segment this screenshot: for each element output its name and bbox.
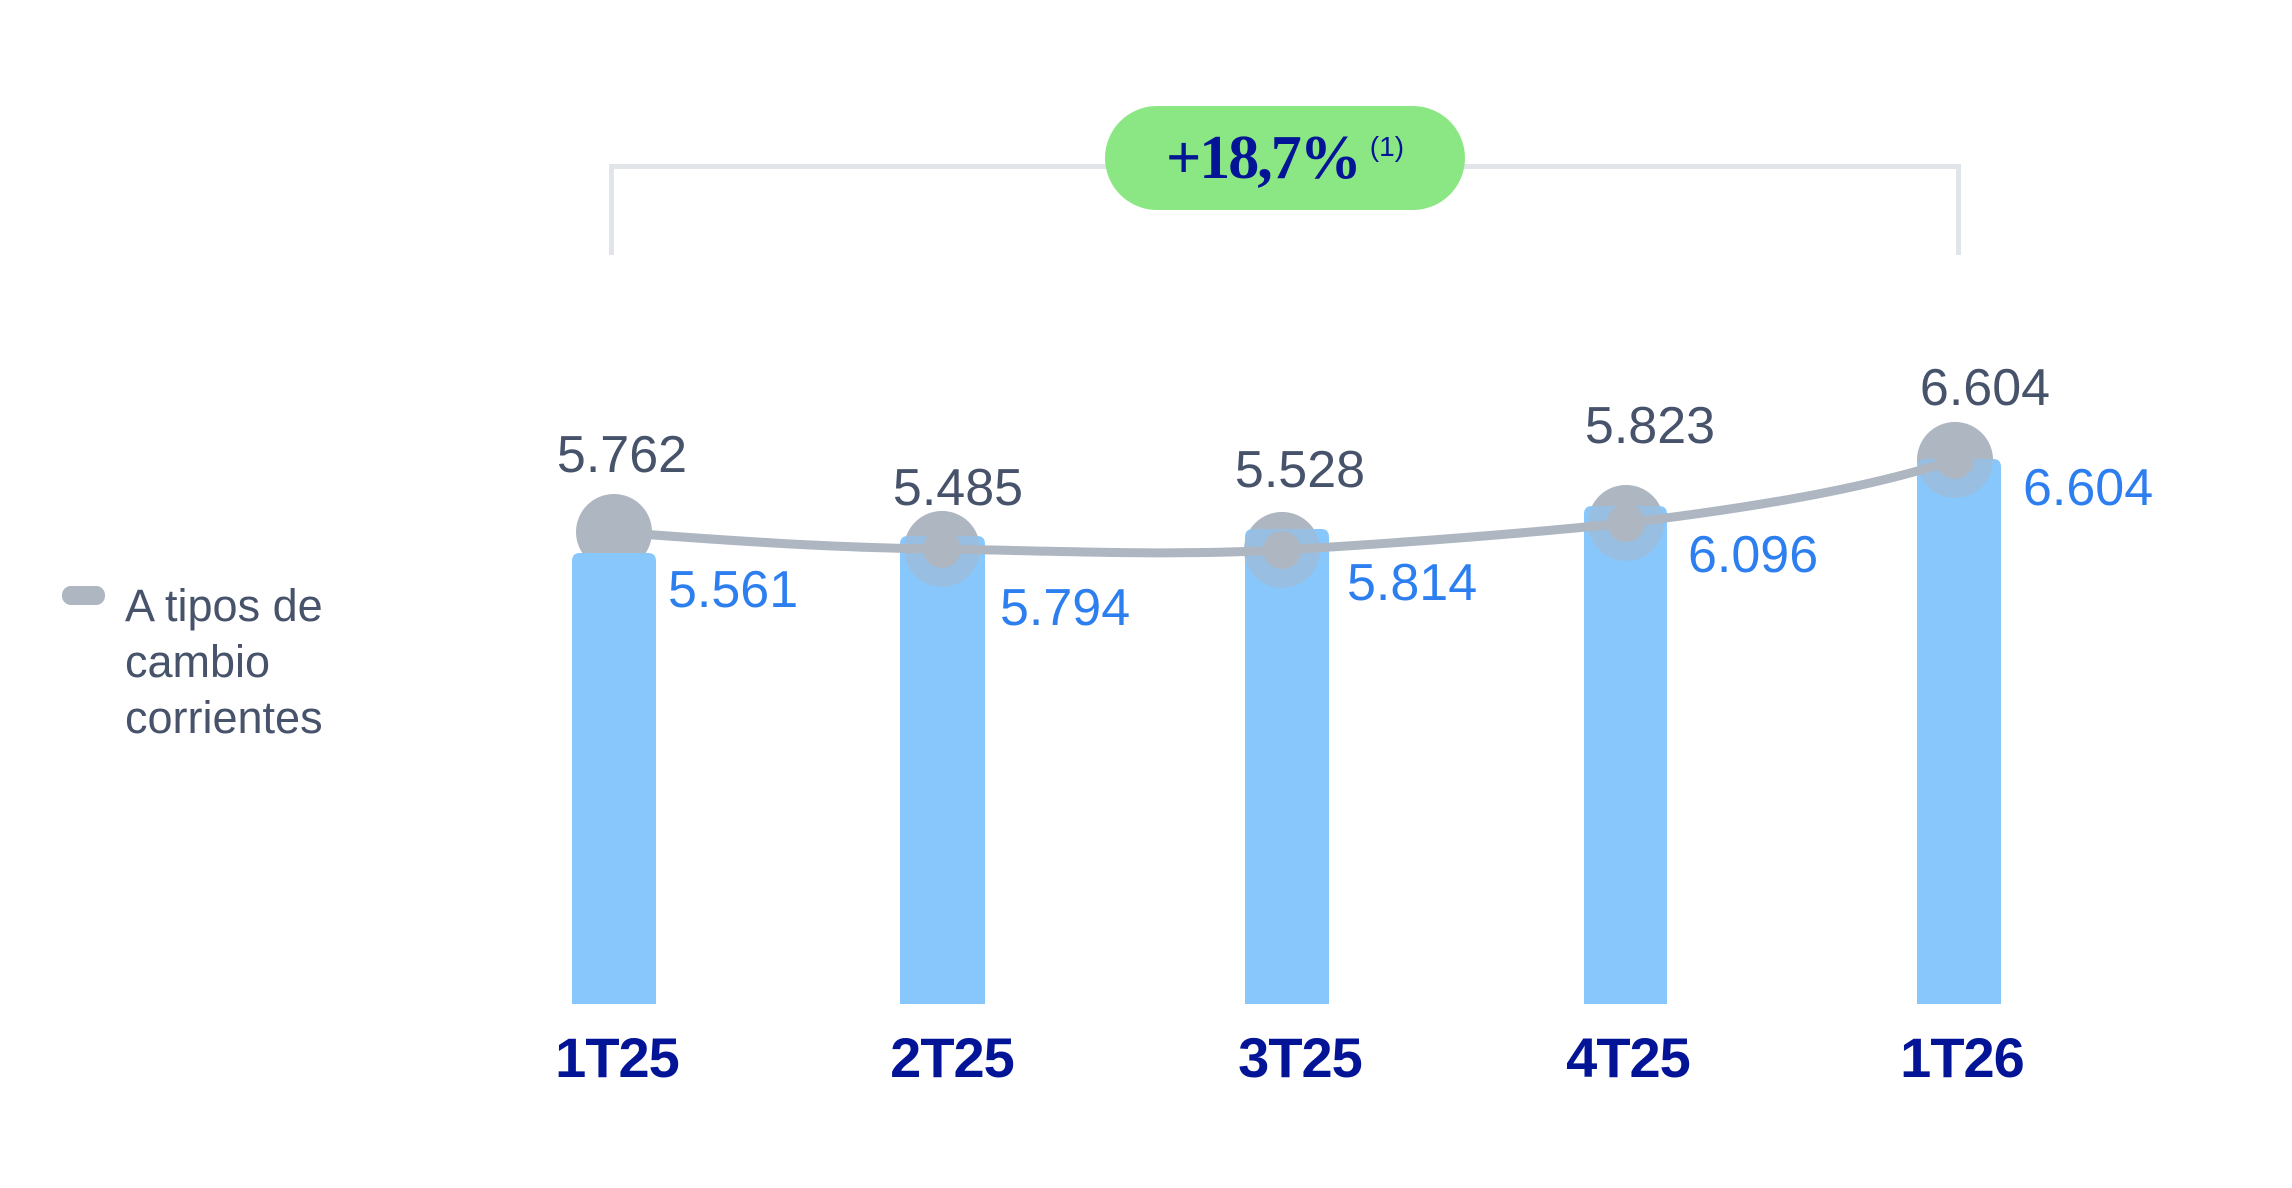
marker-core bbox=[1936, 441, 1974, 479]
marker-core bbox=[1607, 504, 1645, 542]
bar-label-1T25: 5.561 bbox=[668, 561, 798, 619]
legend-line-marker-icon bbox=[62, 586, 105, 605]
marker-core bbox=[923, 530, 961, 568]
x-tick-1T25: 1T25 bbox=[555, 1026, 679, 1089]
bar-label-3T25: 5.814 bbox=[1347, 554, 1477, 612]
x-tick-2T25: 2T25 bbox=[890, 1026, 1014, 1089]
legend-label-tipos-corrientes[interactable]: A tipos de cambio corrientes bbox=[125, 580, 323, 743]
line-label-2T25: 5.485 bbox=[893, 459, 1023, 517]
legend: A tipos de cambio corrientes bbox=[62, 578, 385, 746]
growth-badge: +18,7% (1) bbox=[1105, 106, 1465, 210]
line-label-3T25: 5.528 bbox=[1235, 441, 1365, 499]
x-axis-labels: 1T25 2T25 3T25 4T25 1T26 bbox=[555, 1026, 2025, 1089]
x-tick-4T25: 4T25 bbox=[1566, 1026, 1690, 1089]
growth-badge-footnote: (1) bbox=[1369, 131, 1405, 162]
bar-label-1T26: 6.604 bbox=[2023, 459, 2153, 517]
bar-1T25[interactable] bbox=[572, 553, 656, 1004]
line-label-1T25: 5.762 bbox=[557, 426, 687, 484]
bar-label-4T25: 6.096 bbox=[1688, 526, 1818, 584]
bar-3T25[interactable] bbox=[1245, 529, 1329, 1004]
bar-1T26[interactable] bbox=[1917, 459, 2001, 1004]
line-markers-inner bbox=[923, 441, 1974, 569]
line-label-1T26: 6.604 bbox=[1920, 359, 2050, 417]
bar-value-labels: 5.561 5.794 5.814 6.096 6.604 bbox=[668, 459, 2153, 637]
line-value-labels: 5.762 5.485 5.528 5.823 6.604 bbox=[557, 359, 2050, 517]
x-tick-3T25: 3T25 bbox=[1238, 1026, 1362, 1089]
marker-core bbox=[1263, 531, 1301, 569]
bar-2T25[interactable] bbox=[900, 536, 985, 1004]
bar-4T25[interactable] bbox=[1584, 506, 1667, 1004]
bars bbox=[572, 459, 2001, 1004]
x-tick-1T26: 1T26 bbox=[1900, 1026, 2024, 1089]
growth-badge-value: +18,7% bbox=[1165, 123, 1362, 192]
bar-label-2T25: 5.794 bbox=[1000, 579, 1130, 637]
line-label-4T25: 5.823 bbox=[1585, 397, 1715, 455]
